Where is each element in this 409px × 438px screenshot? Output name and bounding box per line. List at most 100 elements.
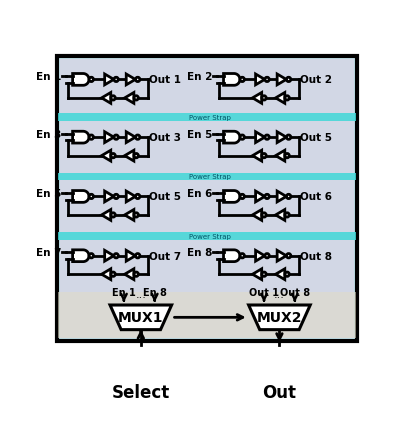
Polygon shape [275, 210, 284, 221]
Circle shape [264, 195, 269, 199]
Polygon shape [72, 74, 89, 86]
Text: Out 1: Out 1 [248, 287, 279, 297]
Polygon shape [275, 151, 284, 162]
Text: Out 5: Out 5 [299, 133, 331, 143]
Text: Out 3: Out 3 [149, 133, 181, 143]
Polygon shape [248, 305, 310, 330]
Polygon shape [252, 210, 261, 221]
Polygon shape [223, 132, 239, 144]
Polygon shape [276, 251, 285, 261]
Polygon shape [101, 269, 110, 280]
Polygon shape [124, 151, 133, 162]
Polygon shape [255, 191, 264, 202]
Circle shape [261, 213, 265, 218]
Polygon shape [252, 93, 261, 104]
Circle shape [111, 154, 115, 159]
Text: Out 2: Out 2 [299, 75, 331, 85]
Polygon shape [104, 191, 114, 202]
Bar [58, 292, 355, 338]
Text: Out 7: Out 7 [149, 251, 181, 261]
Circle shape [264, 254, 269, 258]
Polygon shape [124, 269, 133, 280]
Text: Out 6: Out 6 [299, 192, 331, 202]
Polygon shape [275, 269, 284, 280]
Circle shape [135, 254, 139, 258]
Circle shape [114, 136, 118, 140]
Circle shape [286, 254, 290, 258]
Polygon shape [255, 251, 264, 261]
Polygon shape [72, 132, 89, 144]
Text: En 8: En 8 [142, 287, 166, 297]
Polygon shape [276, 191, 285, 202]
Circle shape [239, 195, 244, 199]
Circle shape [114, 254, 118, 258]
Text: MUX2: MUX2 [256, 311, 301, 325]
Text: En 7: En 7 [36, 248, 61, 258]
Circle shape [261, 154, 265, 159]
Bar [58, 232, 355, 240]
Circle shape [286, 78, 290, 82]
Circle shape [286, 195, 290, 199]
Circle shape [111, 213, 115, 218]
Text: Power Strap: Power Strap [189, 115, 231, 121]
Polygon shape [126, 132, 135, 143]
Polygon shape [104, 75, 114, 85]
Polygon shape [101, 210, 110, 221]
Polygon shape [276, 75, 285, 85]
Text: Out 8: Out 8 [279, 287, 309, 297]
Polygon shape [223, 74, 239, 86]
Circle shape [89, 78, 93, 82]
Text: ...: ... [135, 289, 146, 299]
Polygon shape [255, 132, 264, 143]
Text: Power Strap: Power Strap [189, 174, 231, 180]
Text: En 3: En 3 [36, 130, 61, 140]
Circle shape [284, 213, 288, 218]
Polygon shape [104, 251, 114, 261]
Text: En 1: En 1 [112, 287, 135, 297]
Circle shape [239, 136, 244, 140]
Circle shape [135, 195, 139, 199]
Text: Out 1: Out 1 [149, 75, 181, 85]
Polygon shape [124, 210, 133, 221]
Circle shape [239, 254, 244, 258]
Circle shape [89, 136, 93, 140]
Circle shape [134, 154, 138, 159]
Text: Out 8: Out 8 [299, 251, 331, 261]
Circle shape [89, 254, 93, 258]
Polygon shape [126, 75, 135, 85]
Circle shape [284, 272, 288, 277]
Polygon shape [124, 93, 133, 104]
Text: En 5: En 5 [36, 189, 61, 199]
Bar [58, 173, 355, 181]
Circle shape [134, 213, 138, 218]
Polygon shape [110, 305, 171, 330]
Circle shape [89, 195, 93, 199]
Polygon shape [275, 93, 284, 104]
Text: Out: Out [262, 383, 296, 401]
Circle shape [286, 136, 290, 140]
Polygon shape [255, 75, 264, 85]
Text: Select: Select [111, 383, 170, 401]
Polygon shape [223, 250, 239, 262]
Text: En 6: En 6 [186, 189, 211, 199]
Circle shape [111, 272, 115, 277]
Polygon shape [252, 151, 261, 162]
Circle shape [135, 136, 139, 140]
Text: Power Strap: Power Strap [189, 233, 231, 239]
Circle shape [134, 272, 138, 277]
Polygon shape [72, 250, 89, 262]
Circle shape [114, 78, 118, 82]
Circle shape [114, 195, 118, 199]
Text: En 8: En 8 [186, 248, 211, 258]
Polygon shape [126, 191, 135, 202]
Circle shape [264, 78, 269, 82]
Circle shape [261, 272, 265, 277]
Text: MUX1: MUX1 [118, 311, 163, 325]
Polygon shape [252, 269, 261, 280]
Bar [58, 114, 355, 122]
Polygon shape [101, 93, 110, 104]
Polygon shape [276, 132, 285, 143]
Polygon shape [223, 191, 239, 203]
Text: En 5: En 5 [186, 130, 211, 140]
Circle shape [239, 78, 244, 82]
